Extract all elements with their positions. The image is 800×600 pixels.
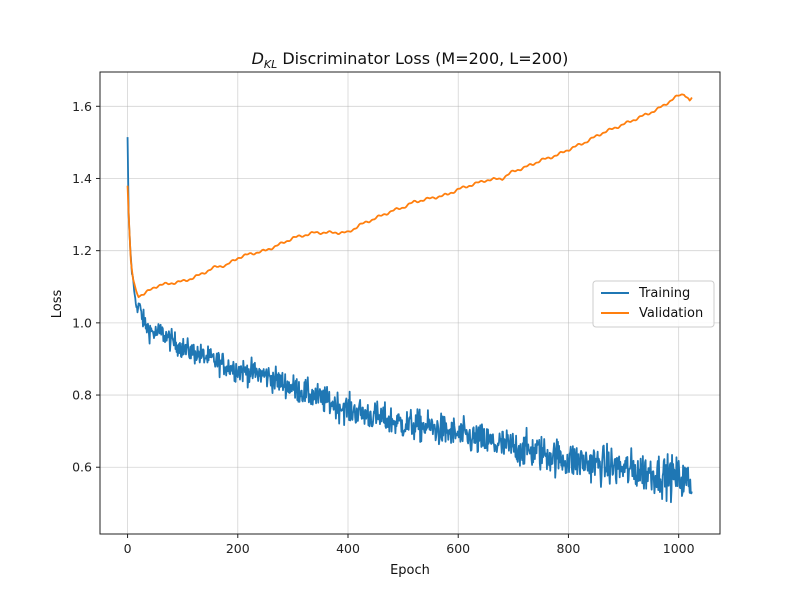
legend-training-label: Training (638, 286, 690, 301)
x-tick-label: 1000 (663, 541, 695, 556)
plot-frame (99, 71, 721, 535)
x-tick-label: 200 (226, 541, 250, 556)
legend-validation-label: Validation (639, 306, 703, 321)
y-tick-label: 1.6 (72, 99, 92, 114)
y-tick-label: 0.8 (72, 388, 92, 403)
x-tick-label: 400 (336, 541, 360, 556)
training-line (126, 137, 693, 504)
series-lines (126, 93, 693, 504)
grid (100, 72, 720, 534)
title-suffix: Discriminator Loss (M=200, L=200) (277, 49, 568, 68)
title-subscript: KL (264, 58, 277, 71)
title-prefix: D (252, 49, 264, 68)
axis-ticks: 0 200 400 600 800 1000 0.6 0.8 1.0 1.2 1.4 1.6 (72, 99, 695, 556)
x-axis-label: Epoch (390, 563, 430, 578)
legend: Training Validation (592, 280, 715, 328)
y-tick-label: 0.6 (72, 460, 92, 475)
chart-title: DKL Discriminator Loss (M=200, L=200) (252, 49, 569, 71)
x-tick-label: 800 (557, 541, 581, 556)
validation-line (126, 93, 693, 299)
x-tick-label: 600 (446, 541, 470, 556)
y-axis-label: Loss (50, 290, 65, 319)
y-tick-label: 1.0 (72, 315, 92, 330)
y-tick-label: 1.4 (72, 171, 92, 186)
y-tick-label: 1.2 (72, 243, 92, 258)
x-tick-label: 0 (124, 541, 132, 556)
